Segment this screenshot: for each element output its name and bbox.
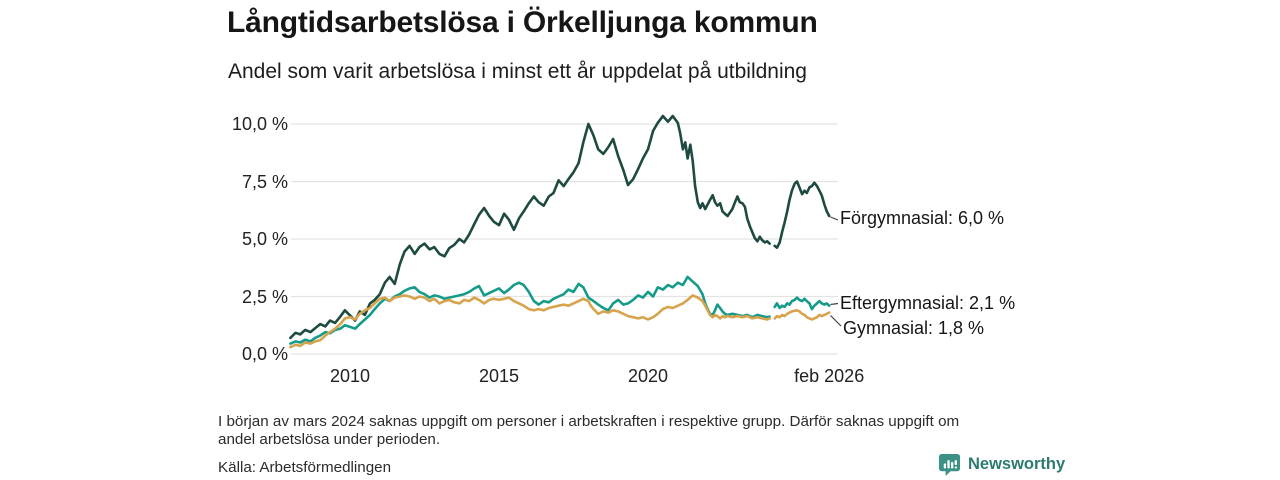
footnote: I början av mars 2024 saknas uppgift om … [218,413,959,449]
brand-name: Newsworthy [968,455,1066,473]
y-axis-tick-label: 10,0 % [231,114,288,134]
footnote-line-1: I början av mars 2024 saknas uppgift om … [218,413,960,430]
x-axis-tick-label: 2010 [329,366,371,386]
x-axis-tick-label: feb 2026 [794,366,865,386]
y-axis-tick-label: 5,0 % [241,229,288,249]
chart-title: Långtidsarbetslösa i Örkelljunga kommun [227,6,818,39]
label-connector [830,302,839,306]
x-axis-tick-label: 2015 [478,366,520,386]
newsworthy-bar-chart-bubble-icon [938,453,961,476]
series-line-eftergymnasial [773,296,831,311]
series-line-förgymnasial [289,114,771,340]
series-label-gymnasial: Gymnasial: 1,8 % [843,318,985,338]
x-axis-tick-label: 2020 [627,366,669,386]
y-axis-tick-label: 7,5 % [241,171,288,192]
series-line-gymnasial [773,308,831,321]
chart-subtitle: Andel som varit arbetslösa i minst ett å… [228,60,807,83]
label-connector [830,315,842,327]
footnote-line-2: andel arbetslösa under perioden. [218,431,441,448]
source-note: Källa: Arbetsförmedlingen [218,459,392,476]
newsworthy-logo: Newsworthy [938,453,1065,476]
y-axis-tick-label: 0,0 % [241,344,288,364]
series-label-eftergymnasial: Eftergymnasial: 2,1 % [840,293,1016,313]
label-connector [830,216,839,221]
y-axis-tick-label: 2,5 % [241,286,288,307]
series-line-gymnasial [289,294,771,349]
series-line-förgymnasial [773,180,831,249]
series-label-forgymnasial: Förgymnasial: 6,0 % [840,208,1005,228]
